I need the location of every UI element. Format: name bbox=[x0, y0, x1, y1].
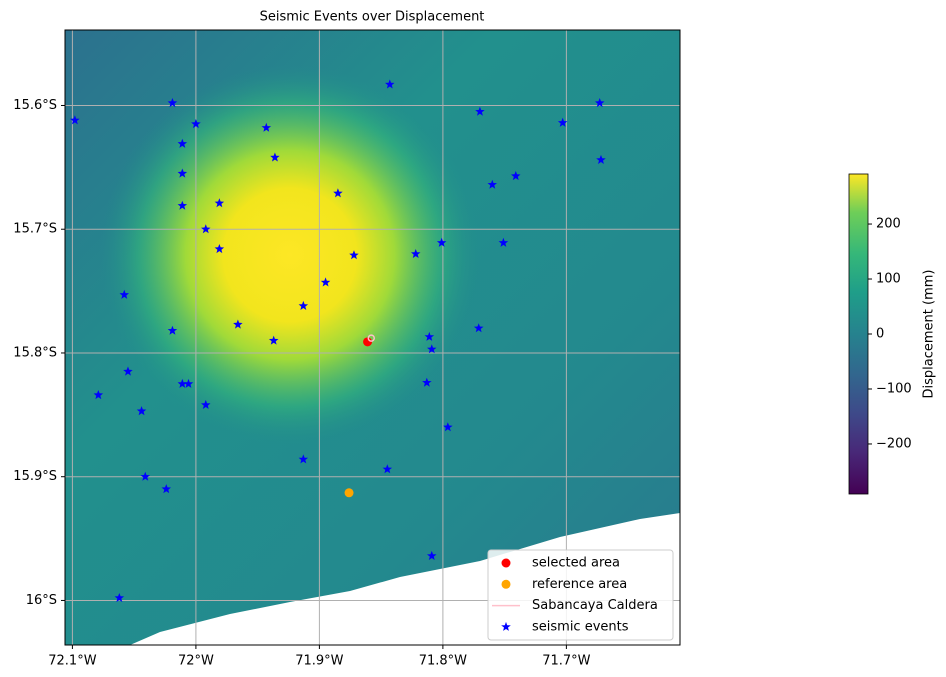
legend-swatch bbox=[501, 621, 511, 631]
point bbox=[114, 593, 125, 602]
x-tick-label: 71.9°W bbox=[295, 654, 343, 669]
point bbox=[70, 115, 80, 125]
legend-label: reference area bbox=[532, 577, 627, 592]
point bbox=[136, 406, 147, 416]
point bbox=[333, 188, 343, 198]
legend bbox=[487, 549, 674, 641]
point bbox=[161, 484, 171, 494]
colorbar-tick-label: 100 bbox=[876, 272, 901, 287]
colorbar-label: Displacement (mm) bbox=[922, 270, 937, 399]
point bbox=[119, 289, 129, 299]
point bbox=[427, 344, 437, 354]
point bbox=[298, 454, 309, 464]
point bbox=[167, 325, 178, 335]
colorbar-tick-label: 200 bbox=[876, 217, 901, 232]
point bbox=[427, 550, 437, 560]
point bbox=[167, 98, 178, 108]
point bbox=[177, 168, 188, 178]
point bbox=[177, 138, 188, 148]
y-tick-label: 15.6°S bbox=[13, 98, 57, 113]
colorbar bbox=[848, 173, 869, 495]
point bbox=[382, 464, 393, 474]
point bbox=[424, 331, 435, 341]
point bbox=[177, 378, 188, 388]
plot-frame bbox=[64, 29, 681, 646]
x-tick-label: 72.1°W bbox=[48, 654, 96, 669]
point bbox=[298, 300, 309, 310]
point bbox=[123, 366, 133, 376]
point bbox=[595, 98, 605, 108]
x-tick-label: 72°W bbox=[178, 654, 214, 669]
legend-label: seismic events bbox=[532, 619, 629, 634]
point bbox=[214, 198, 225, 208]
point bbox=[487, 179, 497, 189]
point bbox=[270, 152, 280, 162]
point bbox=[344, 488, 354, 498]
point bbox=[214, 244, 225, 254]
x-tick-label: 71.8°W bbox=[419, 654, 467, 669]
y-tick-label: 15.7°S bbox=[13, 222, 57, 237]
point bbox=[191, 119, 201, 129]
y-tick-label: 15.9°S bbox=[13, 469, 57, 484]
point bbox=[201, 399, 211, 409]
colorbar-tick-label: −100 bbox=[876, 381, 912, 396]
point bbox=[320, 277, 331, 287]
point bbox=[140, 471, 150, 481]
legend-label: Sabancaya Caldera bbox=[532, 598, 658, 613]
x-tick-label: 71.7°W bbox=[542, 654, 590, 669]
point bbox=[511, 171, 521, 181]
y-tick-label: 15.8°S bbox=[13, 345, 57, 360]
point bbox=[443, 422, 453, 432]
grid bbox=[65, 30, 680, 645]
point bbox=[473, 323, 484, 333]
point bbox=[367, 334, 376, 342]
point bbox=[385, 79, 395, 89]
legend-swatch bbox=[501, 579, 511, 589]
chart-title: Seismic Events over Displacement bbox=[260, 10, 485, 25]
point bbox=[363, 337, 373, 347]
colorbar-tick-label: 0 bbox=[876, 327, 884, 342]
displacement-raster bbox=[65, 30, 680, 645]
point bbox=[183, 378, 194, 388]
point bbox=[498, 237, 509, 247]
point bbox=[411, 249, 421, 258]
point bbox=[475, 106, 485, 116]
point bbox=[233, 319, 243, 329]
point bbox=[436, 237, 447, 247]
legend-swatch bbox=[501, 558, 511, 568]
point bbox=[349, 250, 359, 260]
point bbox=[596, 154, 606, 164]
point bbox=[93, 390, 104, 400]
legend-label: selected area bbox=[532, 556, 620, 571]
point bbox=[268, 335, 279, 345]
y-tick-label: 16°S bbox=[26, 593, 57, 608]
point bbox=[177, 200, 188, 210]
point bbox=[422, 377, 432, 387]
point bbox=[557, 117, 568, 127]
colorbar-tick-label: −200 bbox=[876, 436, 912, 451]
point bbox=[261, 122, 272, 132]
point bbox=[201, 224, 211, 234]
